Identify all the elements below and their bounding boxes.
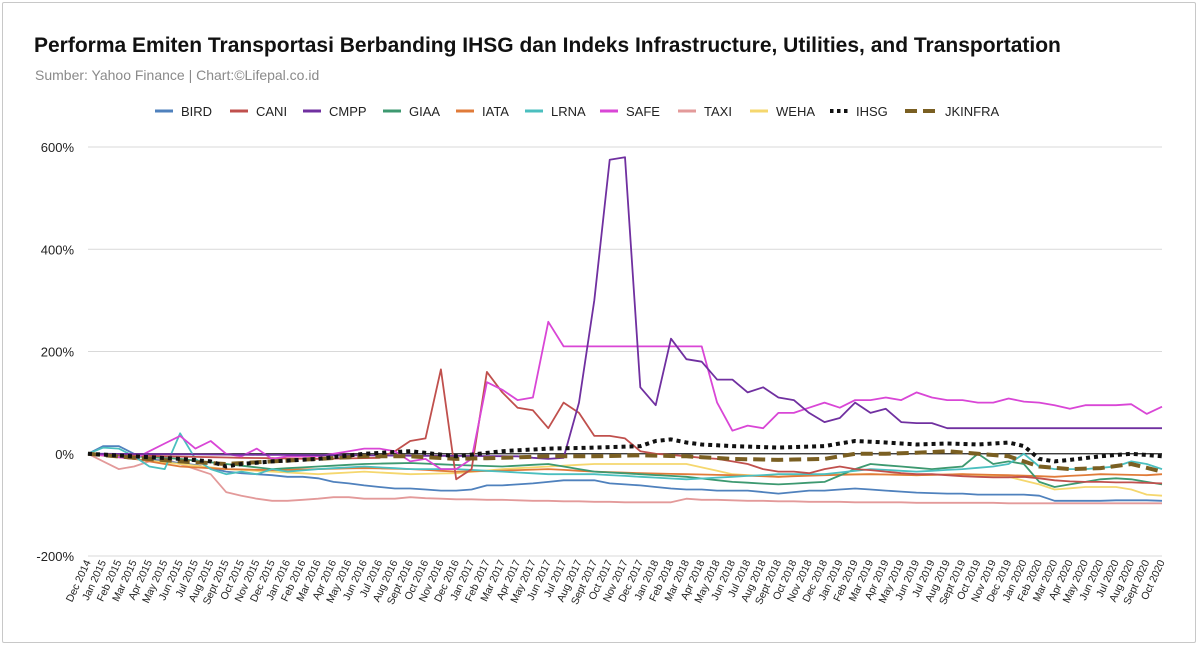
legend-item-taxi: TAXI: [678, 104, 732, 119]
series-line-lrna: [87, 432, 1163, 481]
legend-label: IATA: [482, 104, 509, 119]
series-line-cani: [87, 368, 1163, 485]
chart-title: Performa Emiten Transportasi Berbanding …: [34, 34, 1061, 57]
series-lines: [87, 156, 1163, 505]
legend-label: BIRD: [181, 104, 212, 119]
legend-item-lrna: LRNA: [525, 104, 586, 119]
legend-item-cmpp: CMPP: [303, 104, 367, 119]
y-tick-label: 0%: [55, 447, 74, 462]
legend-label: IHSG: [856, 104, 888, 119]
legend-label: JKINFRA: [945, 104, 1000, 119]
series-line-cmpp: [88, 156, 1162, 460]
legend-label: SAFE: [626, 104, 660, 119]
legend-item-bird: BIRD: [155, 104, 212, 119]
grid-lines: [88, 146, 1162, 557]
legend-label: GIAA: [409, 104, 440, 119]
series-line-ihsg: [87, 437, 1163, 469]
legend-item-safe: SAFE: [600, 104, 660, 119]
series-line-giaa: [87, 452, 1163, 488]
series-line-taxi: [87, 452, 1162, 505]
legend-label: CMPP: [329, 104, 367, 119]
legend-item-weha: WEHA: [750, 104, 815, 119]
legend-item-cani: CANI: [230, 104, 287, 119]
y-tick-label: -200%: [36, 549, 74, 564]
y-axis-ticks: -200% 0% 200% 400% 600%: [36, 140, 74, 564]
chart-subtitle: Sumber: Yahoo Finance | Chart:©Lifepal.c…: [35, 67, 320, 83]
y-tick-label: 200%: [41, 345, 75, 360]
series-line-bird: [87, 445, 1163, 502]
legend-label: LRNA: [551, 104, 586, 119]
legend-item-iata: IATA: [456, 104, 509, 119]
y-tick-label: 400%: [41, 242, 75, 257]
legend-item-jkinfra: JKINFRA: [905, 104, 1000, 119]
legend-label: CANI: [256, 104, 287, 119]
legend-item-ihsg: IHSG: [830, 104, 888, 119]
legend: BIRD CANI CMPP GIAA IATA LRNA SAFE TAXI WEHA IHSG…: [155, 104, 1000, 119]
y-tick-label: 600%: [41, 140, 75, 155]
legend-item-giaa: GIAA: [383, 104, 440, 119]
legend-label: TAXI: [704, 104, 732, 119]
legend-label: WEHA: [776, 104, 815, 119]
